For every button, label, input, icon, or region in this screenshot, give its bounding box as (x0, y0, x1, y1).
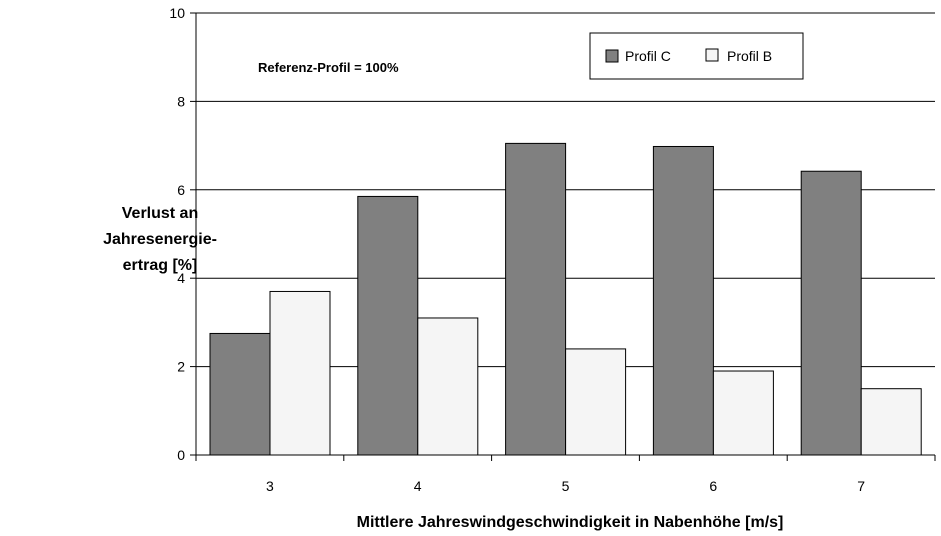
y-axis-title-line-3: ertrag [%] (123, 257, 198, 274)
bar-profil-b-3 (269, 290, 331, 456)
reference-annotation: Referenz-Profil = 100% (258, 60, 399, 75)
bar-profil-b-4 (417, 317, 479, 456)
y-tick-label-8: 8 (177, 93, 185, 109)
legend-box (589, 32, 804, 80)
y-tick-label-6: 6 (177, 182, 185, 198)
y-axis-title-line-1: Verlust an (122, 205, 198, 222)
x-tick-label-5: 5 (562, 478, 570, 494)
y-tick-label-4: 4 (177, 270, 185, 286)
x-tick-label-7: 7 (857, 478, 865, 494)
bar-profil-b-6 (712, 370, 774, 456)
y-tick-label-0: 0 (177, 447, 185, 463)
bars (209, 142, 922, 456)
y-ticks: 0 2 4 6 8 10 (169, 5, 196, 463)
x-tick-label-4: 4 (414, 478, 422, 494)
x-tick-label-6: 6 (709, 478, 717, 494)
legend-swatch-profil-c (605, 49, 619, 63)
y-tick-label-10: 10 (169, 5, 185, 21)
x-tick-label-3: 3 (266, 478, 274, 494)
legend-swatch-profil-b (705, 48, 719, 62)
bar-profil-c-4 (357, 195, 419, 456)
bar-profil-c-5 (505, 142, 567, 456)
legend-label-profil-b: Profil B (727, 48, 772, 64)
bar-profil-c-3 (209, 332, 271, 456)
legend: Profil C Profil B (589, 32, 804, 80)
bar-profil-b-5 (565, 348, 627, 456)
x-ticks: 3 4 5 6 7 (195, 455, 936, 494)
bar-profil-c-7 (800, 170, 862, 456)
y-tick-label-2: 2 (177, 359, 185, 375)
legend-label-profil-c: Profil C (625, 48, 671, 64)
x-axis-title: Mittlere Jahreswindgeschwindigkeit in Na… (357, 514, 784, 531)
bar-profil-b-7 (860, 388, 922, 456)
y-axis-title-line-2: Jahresenergie- (103, 231, 217, 248)
bar-profil-c-6 (652, 145, 714, 456)
